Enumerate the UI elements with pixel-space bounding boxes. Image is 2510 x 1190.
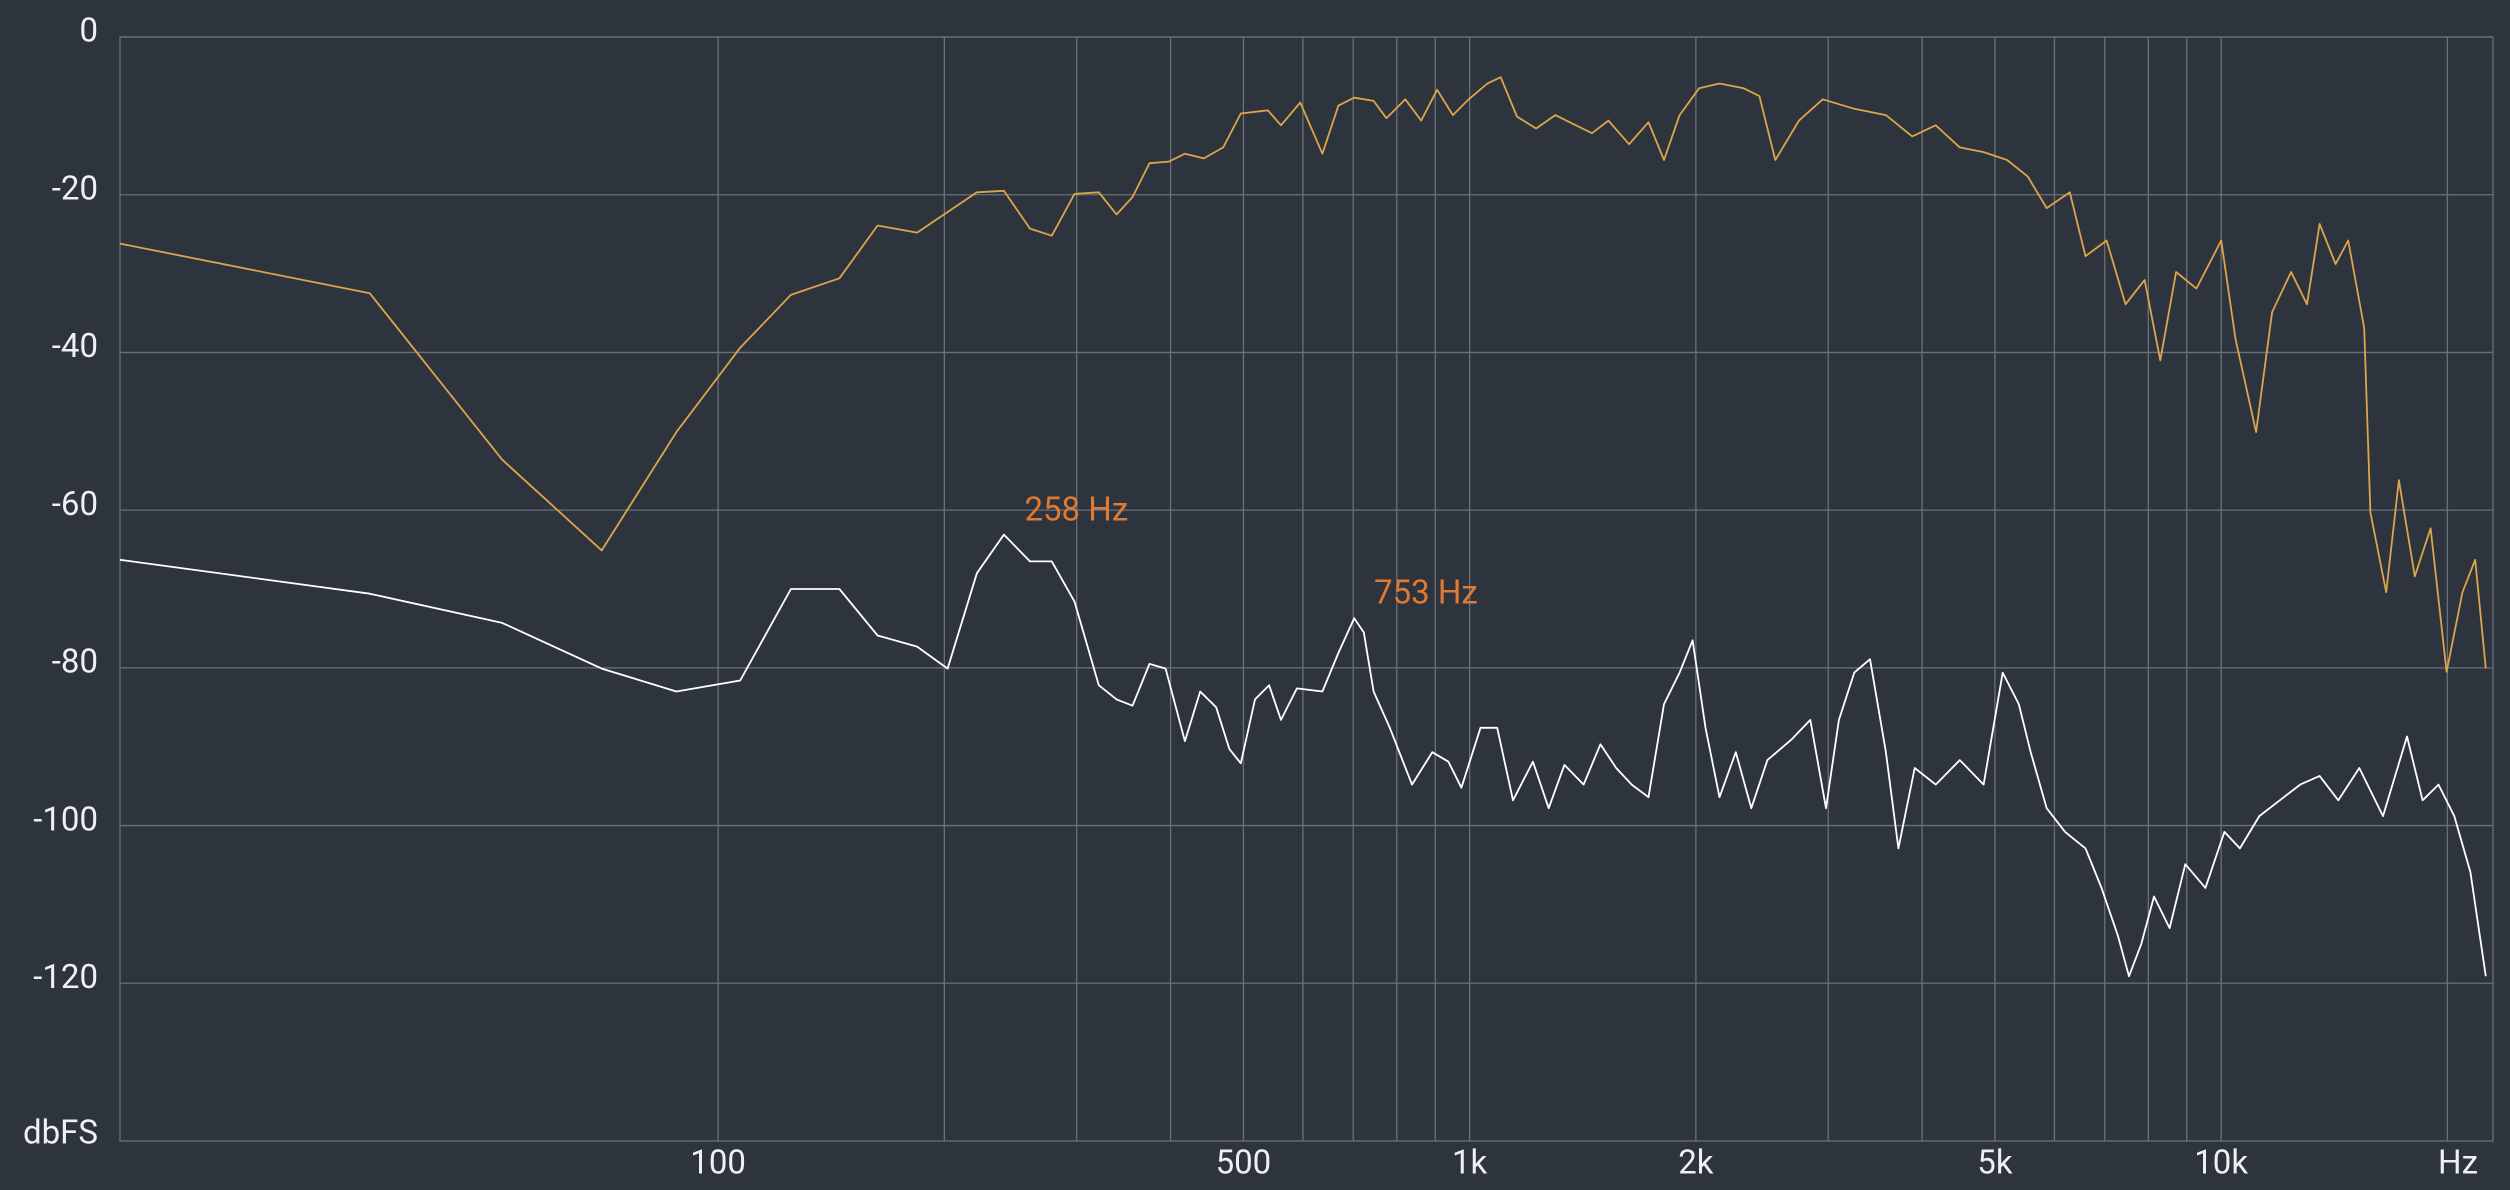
y-axis-label: dbFS [23,1114,98,1153]
x-tick-label: 10k [2194,1144,2248,1183]
x-axis-label: Hz [2438,1144,2478,1183]
peak-annotation: 753 Hz [1374,573,1478,612]
spectrum-line [119,76,2487,673]
y-tick-label: -20 [52,169,98,208]
peak-annotation: 258 Hz [1024,491,1128,530]
y-tick-label: -120 [33,958,98,997]
y-tick-label: 0 [79,12,98,51]
x-tick-label: 2k [1678,1144,1714,1183]
x-tick-label: 100 [690,1144,746,1183]
x-tick-label: 5k [1977,1144,2013,1183]
y-tick-label: -60 [52,485,98,524]
x-tick-label: 1k [1452,1144,1488,1183]
x-tick-label: 500 [1216,1144,1272,1183]
y-tick-label: -40 [52,327,98,366]
spectrum-line [119,533,2487,978]
y-tick-label: -100 [33,800,98,839]
y-tick-label: -80 [52,643,98,682]
